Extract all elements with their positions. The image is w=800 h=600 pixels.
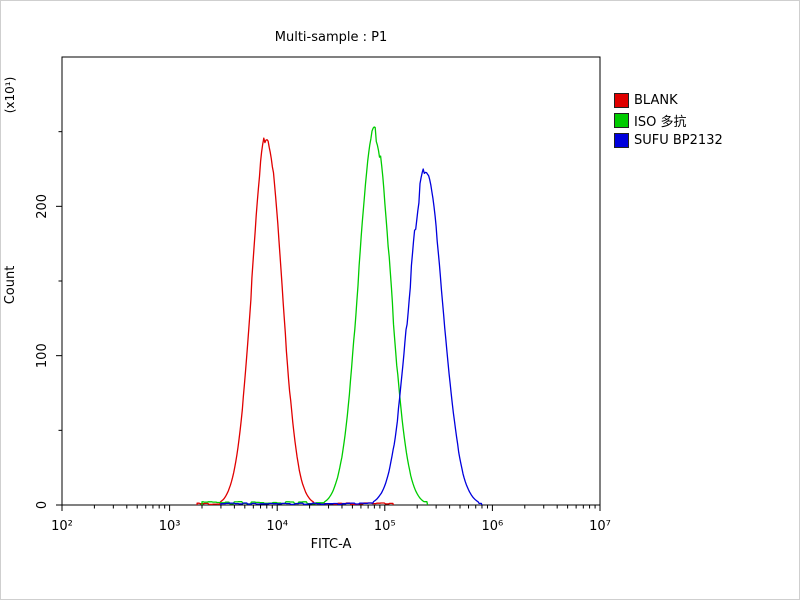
y-tick-label: 200 bbox=[35, 194, 50, 219]
series-curve-2 bbox=[220, 168, 483, 505]
legend-swatch bbox=[614, 113, 629, 128]
plot-frame bbox=[61, 56, 601, 506]
curves-layer bbox=[196, 126, 483, 505]
legend-item: SUFU BP2132 bbox=[614, 132, 723, 149]
x-tick-label: 10² bbox=[51, 519, 73, 534]
series-curve-1 bbox=[201, 126, 429, 505]
y-axis-scale-label: (x10¹) bbox=[3, 77, 17, 114]
chart-title: Multi-sample : P1 bbox=[274, 30, 388, 45]
legend-item: BLANK bbox=[614, 92, 723, 109]
x-tick-label: 10⁷ bbox=[589, 519, 611, 534]
y-tick-label: 0 bbox=[35, 501, 50, 509]
legend-label: ISO 多抗 bbox=[634, 115, 687, 130]
legend-item: ISO 多抗 bbox=[614, 112, 723, 130]
x-tick-label: 10⁴ bbox=[266, 519, 288, 534]
y-axis-label: Count bbox=[3, 266, 18, 305]
legend-swatch bbox=[614, 133, 629, 148]
x-axis-label: FITC-A bbox=[311, 537, 352, 552]
x-tick-label: 10⁶ bbox=[482, 519, 504, 534]
axes: 10² 10³ 10⁴ 10⁵ 10⁶ 10⁷ 0 100 200 bbox=[35, 131, 611, 534]
legend-swatch bbox=[614, 93, 629, 108]
legend-label: BLANK bbox=[634, 93, 678, 108]
y-tick-label: 100 bbox=[35, 343, 50, 368]
legend-label: SUFU BP2132 bbox=[634, 133, 723, 148]
x-tick-label: 10³ bbox=[159, 519, 181, 534]
x-tick-label: 10⁵ bbox=[374, 519, 396, 534]
legend: BLANK ISO 多抗 SUFU BP2132 bbox=[614, 92, 723, 149]
series-curve-0 bbox=[196, 137, 394, 505]
